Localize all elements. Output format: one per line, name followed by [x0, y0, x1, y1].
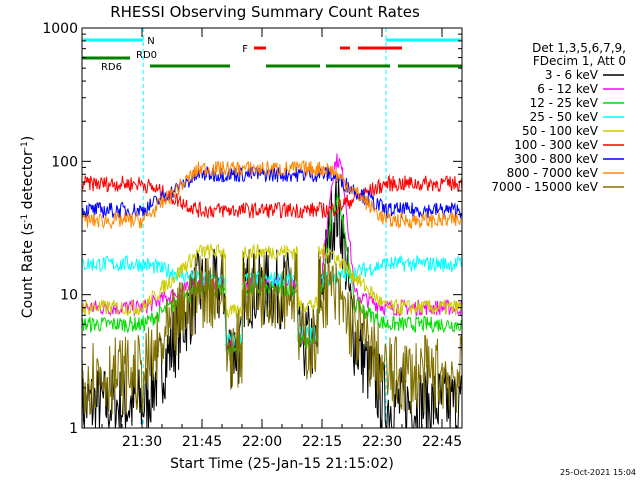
- rd6-flag-label: RD6: [101, 62, 122, 73]
- legend-label-3: 12 - 25 keV: [530, 96, 599, 110]
- series-line-5: [81, 242, 463, 320]
- flare-flag-label: F: [242, 44, 248, 55]
- y-tick-label-2: 10: [60, 288, 78, 304]
- series-line-7: [81, 166, 463, 220]
- plot-frame: [81, 27, 463, 429]
- footer-date: 25-Oct-2021 15:04: [560, 468, 636, 477]
- plot-area: [81, 28, 463, 429]
- y-tick-label-3: 100: [51, 154, 78, 170]
- legend-label-4: 25 - 50 keV: [530, 110, 599, 124]
- legend-header-line1: Det 1,3,5,6,7,9,: [532, 41, 626, 55]
- x-tick-label-2: 21:45: [182, 434, 222, 450]
- status-flags: N F RD0 RD6: [82, 36, 462, 73]
- legend-label-9: 7000 - 15000 keV: [491, 180, 598, 194]
- legend-label-8: 800 - 7000 keV: [507, 166, 599, 180]
- legend-label-6: 100 - 300 keV: [514, 138, 598, 152]
- legend-label-5: 50 - 100 keV: [522, 124, 599, 138]
- legend-label-2: 6 - 12 keV: [537, 82, 599, 96]
- chart-title: RHESSI Observing Summary Count Rates: [110, 3, 420, 21]
- x-tick-label-6: 22:45: [422, 434, 462, 450]
- legend: Det 1,3,5,6,7,9, FDecim 1, Att 0 3 - 6 k…: [491, 41, 626, 194]
- x-tick-label-3: 22:00: [242, 434, 282, 450]
- series-line-4: [81, 254, 463, 347]
- legend-label-1: 3 - 6 keV: [545, 68, 599, 82]
- x-axis-label: Start Time (25-Jan-15 21:15:02): [170, 456, 394, 472]
- y-axis-label: Count Rate (s-1 detector-1): [20, 136, 36, 318]
- series-line-8: [81, 159, 463, 230]
- legend-header-line2: FDecim 1, Att 0: [533, 54, 626, 68]
- x-tick-label-5: 22:30: [362, 434, 402, 450]
- y-tick-label-1: 1: [69, 421, 78, 437]
- series-line-9: [81, 249, 463, 416]
- rd0-flag-label: RD0: [136, 50, 157, 61]
- x-tick-label-4: 22:15: [302, 434, 342, 450]
- x-tick-label-1: 21:30: [122, 434, 162, 450]
- axes: 21:30 21:45 22:00 22:15 22:30 22:45 1 10 100 1000: [42, 21, 463, 450]
- y-tick-label-4: 1000: [42, 21, 78, 37]
- series-line-3: [81, 193, 463, 358]
- night-flag-label: N: [147, 36, 154, 47]
- series-line-6: [81, 174, 463, 220]
- legend-label-7: 300 - 800 keV: [514, 152, 598, 166]
